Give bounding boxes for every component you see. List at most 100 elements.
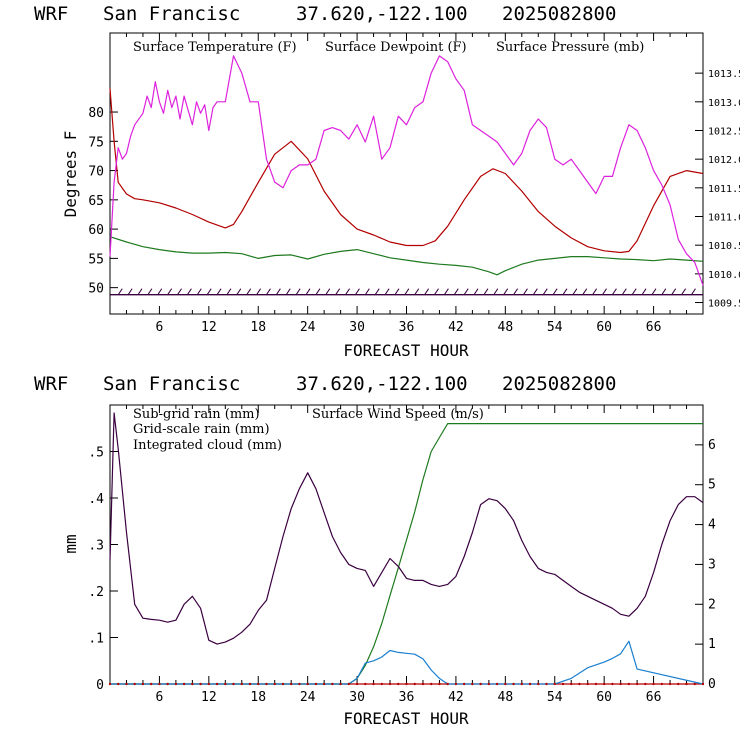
subgrid-rain-point <box>471 682 474 686</box>
wind-barb <box>236 288 242 295</box>
top-frame <box>109 32 704 315</box>
wind-barb <box>463 288 469 295</box>
subgrid-rain-point <box>454 682 458 686</box>
top-y-tick-label: 50 <box>88 282 104 297</box>
top-x-tick-label: 24 <box>300 320 316 335</box>
top-x-tick-label: 36 <box>399 320 415 335</box>
subgrid-rain-point <box>635 682 639 686</box>
subgrid-rain-point <box>520 682 524 686</box>
bottom-y-tick-label: .3 <box>88 539 104 554</box>
subgrid-rain-point <box>594 682 598 686</box>
wind-barb <box>592 288 598 295</box>
subgrid-rain-point <box>537 682 540 686</box>
subgrid-rain-point <box>232 682 235 686</box>
top-header-coords: 37.620,-122.100 <box>296 3 468 25</box>
wind-barb <box>226 288 232 295</box>
subgrid-rain-point <box>685 682 688 686</box>
wind-barb <box>117 288 123 295</box>
wind-barb <box>424 288 430 295</box>
wind-barb <box>196 288 202 295</box>
bottom-header-model: WRF <box>34 373 68 395</box>
subgrid-rain-point <box>397 682 400 686</box>
wind-barb <box>384 288 390 295</box>
subgrid-rain-point <box>182 682 186 686</box>
subgrid-rain-point <box>257 682 260 686</box>
wind-barb <box>364 288 370 295</box>
wind-barb <box>631 288 637 295</box>
wind-barb <box>295 288 301 295</box>
top-header-date: 2025082800 <box>502 3 616 25</box>
legend-dewpoint: Surface Dewpoint (F) <box>325 40 467 55</box>
subgrid-rain-point <box>141 682 145 686</box>
bottom-y2-tick-label: 2 <box>708 597 716 612</box>
top-x-tick-label: 42 <box>448 320 464 335</box>
bottom-y2-tick-label: 4 <box>708 518 716 533</box>
subgrid-rain-point <box>125 682 128 686</box>
subgrid-rain-point <box>561 682 565 686</box>
subgrid-rain-point <box>446 682 449 686</box>
top-x-tick-label: 60 <box>596 320 612 335</box>
wind-barb <box>404 288 410 295</box>
wind-barb <box>552 288 558 295</box>
bottom-y-tick-label: .4 <box>88 492 104 507</box>
wind-barb <box>335 288 341 295</box>
subgrid-rain-point <box>265 682 268 686</box>
bottom-x-tick-label: 66 <box>646 690 662 705</box>
bottom-x-tick-label: 48 <box>498 690 514 705</box>
subgrid-rain-point <box>191 682 194 686</box>
wind-barb <box>256 288 262 295</box>
top-x-tick-label: 48 <box>498 320 514 335</box>
subgrid-rain-point <box>570 682 573 686</box>
wind-barb <box>157 288 163 295</box>
bottom-x-tick-label: 60 <box>596 690 612 705</box>
subgrid-rain-point <box>413 682 416 686</box>
subgrid-rain-point <box>248 682 252 686</box>
subgrid-rain-point <box>388 682 392 686</box>
bottom-x-tick-label: 24 <box>300 690 316 705</box>
bottom-y2-tick-label: 1 <box>708 637 716 652</box>
wind-barb <box>523 288 528 295</box>
wind-barb <box>532 288 538 295</box>
legend-cloud: Integrated cloud (mm) <box>133 438 282 453</box>
subgrid-rain-point <box>627 682 631 686</box>
subgrid-rain-point <box>611 682 614 686</box>
top-y2-tick-label: 1013.0 <box>708 98 740 109</box>
top-y2-tick-label: 1010.0 <box>708 270 740 281</box>
subgrid-rain-point <box>133 682 136 686</box>
bottom-y-axis-label: mm <box>61 534 80 553</box>
wind-barb <box>374 288 380 295</box>
wind-barb <box>414 288 420 295</box>
subgrid-rain-point <box>306 682 309 686</box>
wind-barb <box>621 288 627 295</box>
top-y-tick-label: 55 <box>88 252 104 267</box>
wind-barb <box>127 288 133 295</box>
subgrid-rain-point <box>322 682 326 686</box>
subgrid-rain-point <box>224 682 227 686</box>
top-panel: WRF San Francisc 37.620,-122.100 2025082… <box>34 3 740 360</box>
surface-wind-speed-m-s-line <box>109 412 704 645</box>
bottom-y-tick-label: 0 <box>96 678 104 693</box>
bottom-y2-tick-label: 5 <box>708 478 716 493</box>
wind-barb <box>167 288 173 295</box>
wind-barb <box>206 288 212 295</box>
wind-barb <box>572 288 578 295</box>
subgrid-rain-point <box>199 682 202 686</box>
subgrid-rain-point <box>578 682 581 686</box>
wind-barb <box>345 288 350 295</box>
subgrid-rain-point <box>438 682 441 686</box>
legend-wind-speed: Surface Wind Speed (m/s) <box>312 407 484 422</box>
bottom-x-tick-label: 42 <box>448 690 464 705</box>
top-x-tick-label: 54 <box>547 320 563 335</box>
top-y-tick-label: 70 <box>88 165 104 180</box>
wind-barb <box>691 288 696 295</box>
subgrid-rain-point <box>495 682 499 686</box>
bottom-y-tick-label: .1 <box>88 632 104 647</box>
bottom-y2-tick-label: 0 <box>708 677 716 692</box>
wind-barb <box>453 288 459 295</box>
wind-barb <box>394 288 400 295</box>
subgrid-rain-point <box>430 682 433 686</box>
top-y2-tick-label: 1012.0 <box>708 155 740 166</box>
bottom-x-tick-label: 54 <box>547 690 563 705</box>
subgrid-rain-point <box>619 682 622 686</box>
